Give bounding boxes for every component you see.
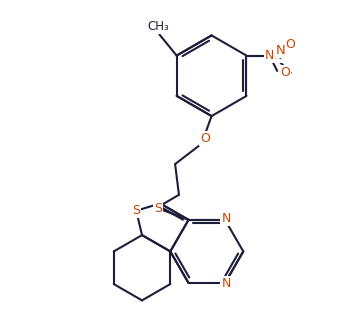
Text: O: O (200, 132, 210, 145)
Text: CH₃: CH₃ (148, 20, 169, 33)
Text: O: O (280, 66, 290, 79)
Text: N: N (221, 213, 231, 225)
Text: O: O (286, 37, 296, 51)
Text: S: S (132, 204, 140, 217)
Text: N: N (221, 277, 231, 291)
Text: N: N (272, 49, 282, 62)
Text: N⁺: N⁺ (269, 49, 285, 62)
Text: N: N (265, 49, 274, 62)
Text: N: N (276, 44, 286, 57)
Text: S: S (154, 202, 162, 215)
